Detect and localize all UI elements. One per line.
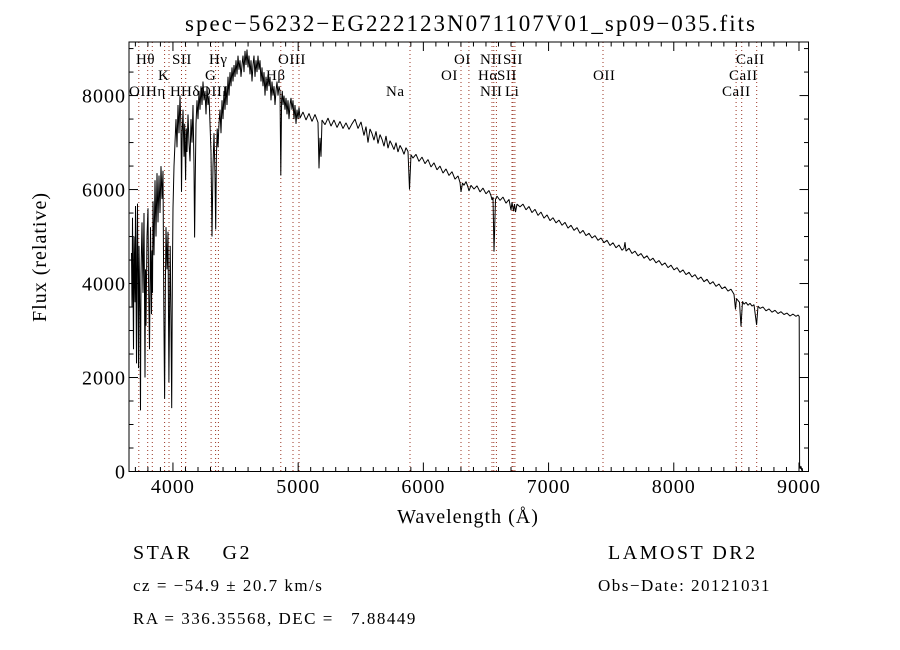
x-tick-label: 6000 (401, 476, 445, 498)
line-label-Hη: Hη (146, 84, 166, 100)
x-tick-label: 7000 (527, 476, 571, 498)
line-label-Hα: Hα (478, 68, 498, 84)
ra-dec-value: RA = 336.35568, DEC = 7.88449 (133, 609, 417, 628)
y-tick-label: 6000 (82, 180, 126, 202)
line-label-OI: OI (454, 52, 471, 68)
line-label-CaII: CaII (729, 68, 758, 84)
line-label-CaII: CaII (722, 84, 751, 100)
axis-tick-labels: 4000 5000 6000 7000 8000 9000 0 2000 4000 6000 800… (82, 86, 821, 498)
x-tick-label: 9000 (777, 476, 821, 498)
line-label-Hβ: Hβ (266, 68, 285, 84)
page-title: spec−56232−EG222123N071107V01_sp09−035.f… (185, 11, 757, 36)
line-label-Na: Na (386, 84, 405, 100)
plot-frame (128, 41, 809, 472)
line-label-OI: OI (441, 68, 458, 84)
spectrum-trace (131, 49, 804, 472)
y-axis-label: Flux (relative) (29, 192, 51, 322)
line-label-Li: Li (505, 84, 519, 100)
line-label-Hγ: Hγ (209, 52, 227, 68)
spectral-line-markers (138, 42, 758, 472)
line-label-OIII: OIII (278, 52, 306, 68)
x-tick-label: 8000 (652, 476, 696, 498)
line-label-SII: SII (497, 68, 517, 84)
line-label-OII: OII (593, 68, 615, 84)
line-label-SII: SII (503, 52, 523, 68)
line-label-NII: NII (480, 84, 502, 100)
line-label-OII: OII (129, 84, 151, 100)
obs-date: Obs−Date: 20121031 (598, 576, 771, 595)
line-label-Hθ: Hθ (136, 52, 155, 68)
y-tick-label: 8000 (82, 86, 126, 108)
line-label-Hδ: Hδ (181, 84, 200, 100)
cz-value: cz = −54.9 ± 20.7 km/s (133, 576, 323, 595)
line-label-NII: NII (480, 52, 502, 68)
object-class-label: STAR G2 (133, 542, 252, 564)
y-tick-label: 2000 (82, 368, 126, 390)
y-tick-label: 0 (115, 462, 126, 484)
axis-ticks (129, 42, 809, 472)
line-label-K: K (158, 68, 169, 84)
y-tick-label: 4000 (82, 274, 126, 296)
x-tick-label: 5000 (276, 476, 320, 498)
survey-label: LAMOST DR2 (608, 542, 758, 564)
line-label-H: H (170, 84, 181, 100)
spectrum-line (131, 49, 804, 472)
line-label-SII: SII (172, 52, 192, 68)
line-label-CaII: CaII (736, 52, 765, 68)
x-axis-label: Wavelength (Å) (397, 506, 539, 528)
x-tick-label: 4000 (151, 476, 195, 498)
line-label-G: G (205, 68, 216, 84)
